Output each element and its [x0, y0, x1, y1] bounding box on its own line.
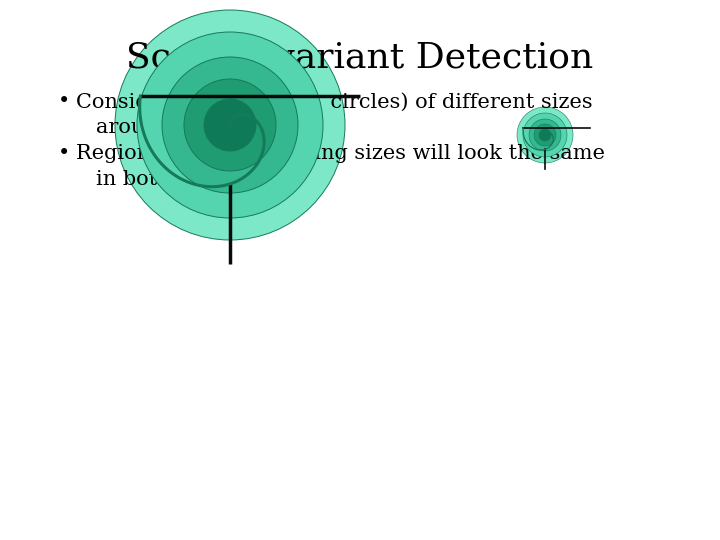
Circle shape: [137, 32, 323, 218]
Text: Regions of corresponding sizes will look the same: Regions of corresponding sizes will look…: [76, 144, 605, 163]
Circle shape: [539, 129, 551, 141]
Circle shape: [529, 119, 561, 151]
Circle shape: [162, 57, 298, 193]
Circle shape: [517, 107, 573, 163]
Text: •: •: [58, 92, 71, 111]
Circle shape: [115, 10, 345, 240]
Circle shape: [204, 99, 256, 151]
Text: Scale Invariant Detection: Scale Invariant Detection: [127, 40, 593, 74]
Text: in both images: in both images: [96, 170, 253, 189]
Circle shape: [534, 124, 556, 146]
Text: •: •: [58, 144, 71, 163]
Circle shape: [184, 79, 276, 171]
Circle shape: [523, 113, 567, 157]
Text: around a point: around a point: [96, 118, 251, 137]
Text: Consider regions (e. g.  circles) of different sizes: Consider regions (e. g. circles) of diff…: [76, 92, 593, 112]
